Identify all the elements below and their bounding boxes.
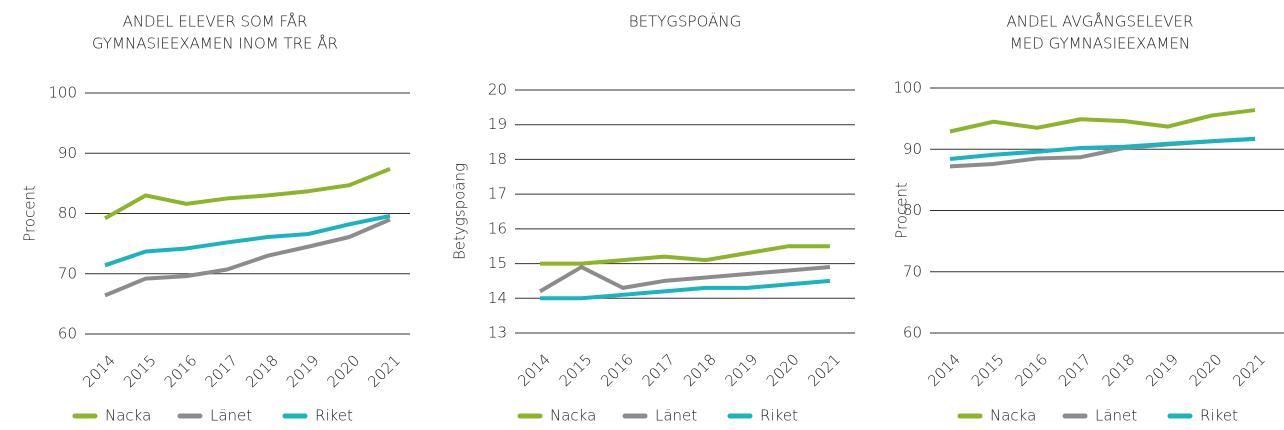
x-tick-label: 2021	[804, 350, 844, 390]
legend-label: Länet	[1095, 407, 1137, 425]
data-line	[104, 213, 391, 268]
legend-label: Länet	[655, 407, 697, 425]
y-tick-label: 60	[903, 324, 922, 342]
x-tick-label: 2014	[924, 350, 964, 390]
y-tick-label: 90	[58, 144, 77, 162]
x-tick-label: 2016	[597, 350, 637, 390]
x-tick-label: 2021	[364, 351, 404, 391]
data-line	[949, 136, 1256, 162]
y-tick-label: 100	[893, 79, 922, 97]
y-tick-label: 80	[903, 201, 922, 219]
chart: ANDEL ELEVER SOM FÅR GYMNASIEEXAMEN INOM …	[21, 12, 410, 425]
data-line	[104, 167, 391, 221]
x-tick-label: 2019	[721, 350, 761, 390]
chart-title: BETYGSPOÄNG	[629, 12, 741, 31]
y-tick-label: 15	[488, 254, 507, 272]
y-axis-label: Procent	[893, 182, 911, 239]
y-axis-label: Betygspoäng	[451, 163, 469, 260]
legend-label: Nacka	[990, 407, 1036, 425]
x-tick-label: 2020	[1186, 350, 1226, 390]
chart-title: ANDEL AVGÅNGSELEVER	[1007, 12, 1194, 31]
legend-label: Riket	[1200, 407, 1238, 425]
chart-title: ANDEL ELEVER SOM FÅR	[123, 12, 308, 31]
x-tick-label: 2017	[639, 350, 679, 390]
x-tick-label: 2015	[968, 350, 1008, 390]
legend-label: Nacka	[105, 407, 151, 425]
y-tick-label: 60	[58, 325, 77, 343]
x-tick-label: 2018	[680, 350, 720, 390]
legend-label: Riket	[760, 407, 798, 425]
x-tick-label: 2016	[1011, 350, 1051, 390]
x-tick-label: 2019	[283, 351, 323, 391]
x-tick-label: 2016	[161, 351, 201, 391]
x-tick-label: 2019	[1142, 350, 1182, 390]
y-axis-label: Procent	[21, 185, 39, 242]
data-line	[949, 108, 1256, 134]
legend-label: Riket	[315, 407, 353, 425]
data-line	[538, 265, 831, 294]
x-tick-label: 2015	[556, 350, 596, 390]
y-tick-label: 13	[488, 324, 507, 342]
x-tick-label: 2020	[324, 351, 364, 391]
y-tick-label: 19	[488, 115, 507, 133]
x-tick-label: 2017	[1055, 350, 1095, 390]
y-tick-label: 14	[488, 289, 507, 307]
y-tick-label: 16	[488, 219, 507, 237]
y-tick-label: 80	[58, 204, 77, 222]
legend-label: Nacka	[550, 407, 596, 425]
x-tick-label: 2014	[79, 351, 119, 391]
y-tick-label: 18	[488, 150, 507, 168]
x-tick-label: 2017	[201, 351, 241, 391]
chart: BETYGSPOÄNGBetygspoäng131415161718192020…	[451, 12, 855, 425]
y-tick-label: 70	[58, 264, 77, 282]
data-line	[540, 278, 831, 301]
chart: ANDEL AVGÅNGSELEVER MED GYMNASIEEXAMEN Pro…	[893, 12, 1284, 425]
y-tick-label: 20	[488, 81, 507, 99]
chart-title: GYMNASIEEXAMEN INOM TRE ÅR	[92, 34, 338, 53]
x-tick-label: 2018	[242, 351, 282, 391]
x-tick-label: 2014	[514, 350, 554, 390]
legend-label: Länet	[210, 407, 252, 425]
chart-title: MED GYMNASIEEXAMEN	[1010, 35, 1190, 53]
x-tick-label: 2020	[763, 350, 803, 390]
y-tick-label: 90	[903, 140, 922, 158]
x-tick-label: 2018	[1099, 350, 1139, 390]
data-line	[540, 244, 830, 266]
y-tick-label: 100	[48, 84, 77, 102]
x-tick-label: 2021	[1229, 350, 1269, 390]
y-tick-label: 70	[903, 262, 922, 280]
x-tick-label: 2015	[120, 351, 160, 391]
y-tick-label: 17	[488, 185, 507, 203]
data-line	[104, 217, 391, 298]
